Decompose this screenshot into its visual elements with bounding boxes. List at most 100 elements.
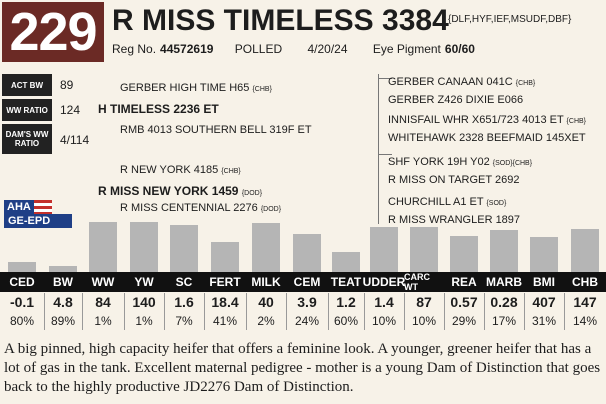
- epd-percentile: 31%: [531, 314, 557, 328]
- aha-logo-text: AHA: [4, 200, 34, 214]
- epd-column-divider: [204, 293, 205, 330]
- epd-bar: [490, 230, 518, 272]
- epd-column-divider: [404, 293, 405, 330]
- epd-bar: [252, 223, 280, 272]
- pedigree-ext: WHITEHAWK 2328 BEEFMAID 145XET: [388, 132, 586, 144]
- pedigree-dam: R MISS NEW YORK 1459 {DOD}: [98, 184, 263, 198]
- pedigree-ext: GERBER CANAAN 041C {CHB}: [388, 76, 536, 88]
- epd-bar: [293, 234, 321, 272]
- epd-value: 147: [573, 294, 597, 310]
- epd-trait-label: TEAT: [330, 275, 362, 289]
- animal-name: R MISS TIMELESS 3384: [112, 4, 449, 37]
- epd-trait-label: MILK: [251, 275, 281, 289]
- epd-value: 407: [532, 294, 556, 310]
- epd-value: -0.1: [9, 294, 35, 310]
- epd-percentile: 1%: [94, 314, 112, 328]
- epd-value: 3.9: [297, 294, 317, 310]
- epd-value: 1.4: [374, 294, 394, 310]
- epd-trait-label: SC: [175, 275, 193, 289]
- performance-stats: ACT BW 89 WW RATIO 124 DAM'S WW RATIO 4/…: [2, 74, 90, 157]
- polled-status: POLLED: [234, 42, 283, 56]
- epd-trait-label: WW: [91, 275, 115, 289]
- epd-value: 18.4: [211, 294, 239, 310]
- epd-percentile: 1%: [135, 314, 153, 328]
- epd-column-divider: [286, 293, 287, 330]
- epd-percentile: 7%: [175, 314, 193, 328]
- epd-percentile: 2%: [257, 314, 275, 328]
- epd-trait-label: FERT: [209, 275, 241, 289]
- lot-number: 229: [2, 2, 104, 62]
- epd-trait-label: UDDER: [362, 275, 406, 289]
- epd-column-divider: [124, 293, 125, 330]
- epd-trait-label: CED: [9, 275, 35, 289]
- pedigree-ext: GERBER Z426 DIXIE E066: [388, 94, 524, 106]
- epd-bar: [571, 229, 599, 272]
- epd-percentile: 10%: [371, 314, 397, 328]
- stat-value: 89: [60, 78, 74, 92]
- epd-value: 84: [95, 294, 111, 310]
- epd-column-divider: [246, 293, 247, 330]
- stat-row: DAM'S WW RATIO 4/114: [2, 124, 90, 154]
- stat-row: ACT BW 89: [2, 74, 88, 96]
- epd-column-divider: [444, 293, 445, 330]
- epd-column-divider: [364, 293, 365, 330]
- pedigree-ext: CHURCHILL A1 ET {SOD}: [388, 196, 507, 208]
- epd-value: 0.28: [490, 294, 518, 310]
- epd-percentile: 10%: [411, 314, 437, 328]
- epd-bar: [89, 222, 117, 272]
- epd-column-divider: [524, 293, 525, 330]
- epd-value: 0.57: [450, 294, 478, 310]
- epd-percentile: 14%: [572, 314, 598, 328]
- pedigree-bracket-tick: [378, 78, 392, 79]
- epd-trait-label: CHB: [572, 275, 598, 289]
- epd-percentile: 89%: [50, 314, 76, 328]
- epd-percentile: 60%: [333, 314, 359, 328]
- epd-bar: [530, 237, 558, 272]
- epd-percentile-row: 80% 89% 1% 1% 7% 41% 2% 24% 60% 10% 10% 29% 17% 31% 14…: [0, 312, 606, 330]
- epd-percentile-chart: [0, 220, 606, 272]
- epd-trait-label: MARB: [486, 275, 522, 289]
- stat-label: WW RATIO: [2, 99, 52, 121]
- epd-trait-label: CEM: [293, 275, 321, 289]
- stat-label: ACT BW: [2, 74, 52, 96]
- epd-trait-label: CARC WT: [404, 272, 430, 292]
- pedigree-dam-dam: R MISS CENTENNIAL 2276 {DOD}: [120, 202, 282, 214]
- epd-value: 1.6: [174, 294, 194, 310]
- epd-bar: [410, 227, 438, 272]
- epd-trait-header: CED BW WW YW SC FERT MILK CEM TEAT UDDER CARC WT RE…: [0, 272, 606, 292]
- epd-percentile: 80%: [9, 314, 35, 328]
- epd-column-divider: [44, 293, 45, 330]
- pedigree-bracket: [378, 74, 379, 224]
- epd-bar: [49, 266, 77, 272]
- epd-column-divider: [328, 293, 329, 330]
- pedigree-ext: R MISS ON TARGET 2692: [388, 174, 520, 186]
- epd-column-divider: [484, 293, 485, 330]
- eye-pigment-label: Eye Pigment: [372, 42, 441, 56]
- flag-icon: [33, 200, 52, 214]
- epd-bar: [130, 222, 158, 272]
- reg-number: 44572619: [160, 42, 214, 56]
- ge-epd-logo-text: GE-EPD: [4, 214, 72, 228]
- epd-bar: [332, 252, 360, 272]
- epd-percentile: 24%: [294, 314, 320, 328]
- genetic-tests: {DLF,HYF,IEF,MSUDF,DBF}: [448, 14, 572, 25]
- stat-label: DAM'S WW RATIO: [2, 124, 52, 154]
- description: A big pinned, high capacity heifer that …: [4, 341, 601, 395]
- birth-date: 4/20/24: [307, 42, 348, 56]
- epd-bar: [8, 262, 36, 272]
- pedigree-bracket-tick: [378, 154, 392, 155]
- pedigree-sire-sire: GERBER HIGH TIME H65 {CHB}: [120, 82, 272, 94]
- epd-value: 4.8: [53, 294, 73, 310]
- aha-ge-epd-logo: AHA GE-EPD: [4, 200, 74, 228]
- stat-value: 4/114: [60, 133, 90, 147]
- stat-value: 124: [60, 103, 81, 117]
- pedigree-ext: INNISFAIL WHR X651/723 4013 ET {CHB}: [388, 114, 587, 126]
- epd-trait-label: BW: [53, 275, 73, 289]
- registration-line: Reg No. 44572619 POLLED 4/20/24 Eye Pigme…: [112, 42, 475, 56]
- epd-column-divider: [82, 293, 83, 330]
- epd-trait-label: YW: [134, 275, 154, 289]
- pedigree-sire: H TIMELESS 2236 ET: [98, 102, 219, 116]
- epd-value: 87: [416, 294, 432, 310]
- reg-label: Reg No.: [112, 42, 157, 56]
- eye-pigment-value: 60/60: [444, 42, 475, 56]
